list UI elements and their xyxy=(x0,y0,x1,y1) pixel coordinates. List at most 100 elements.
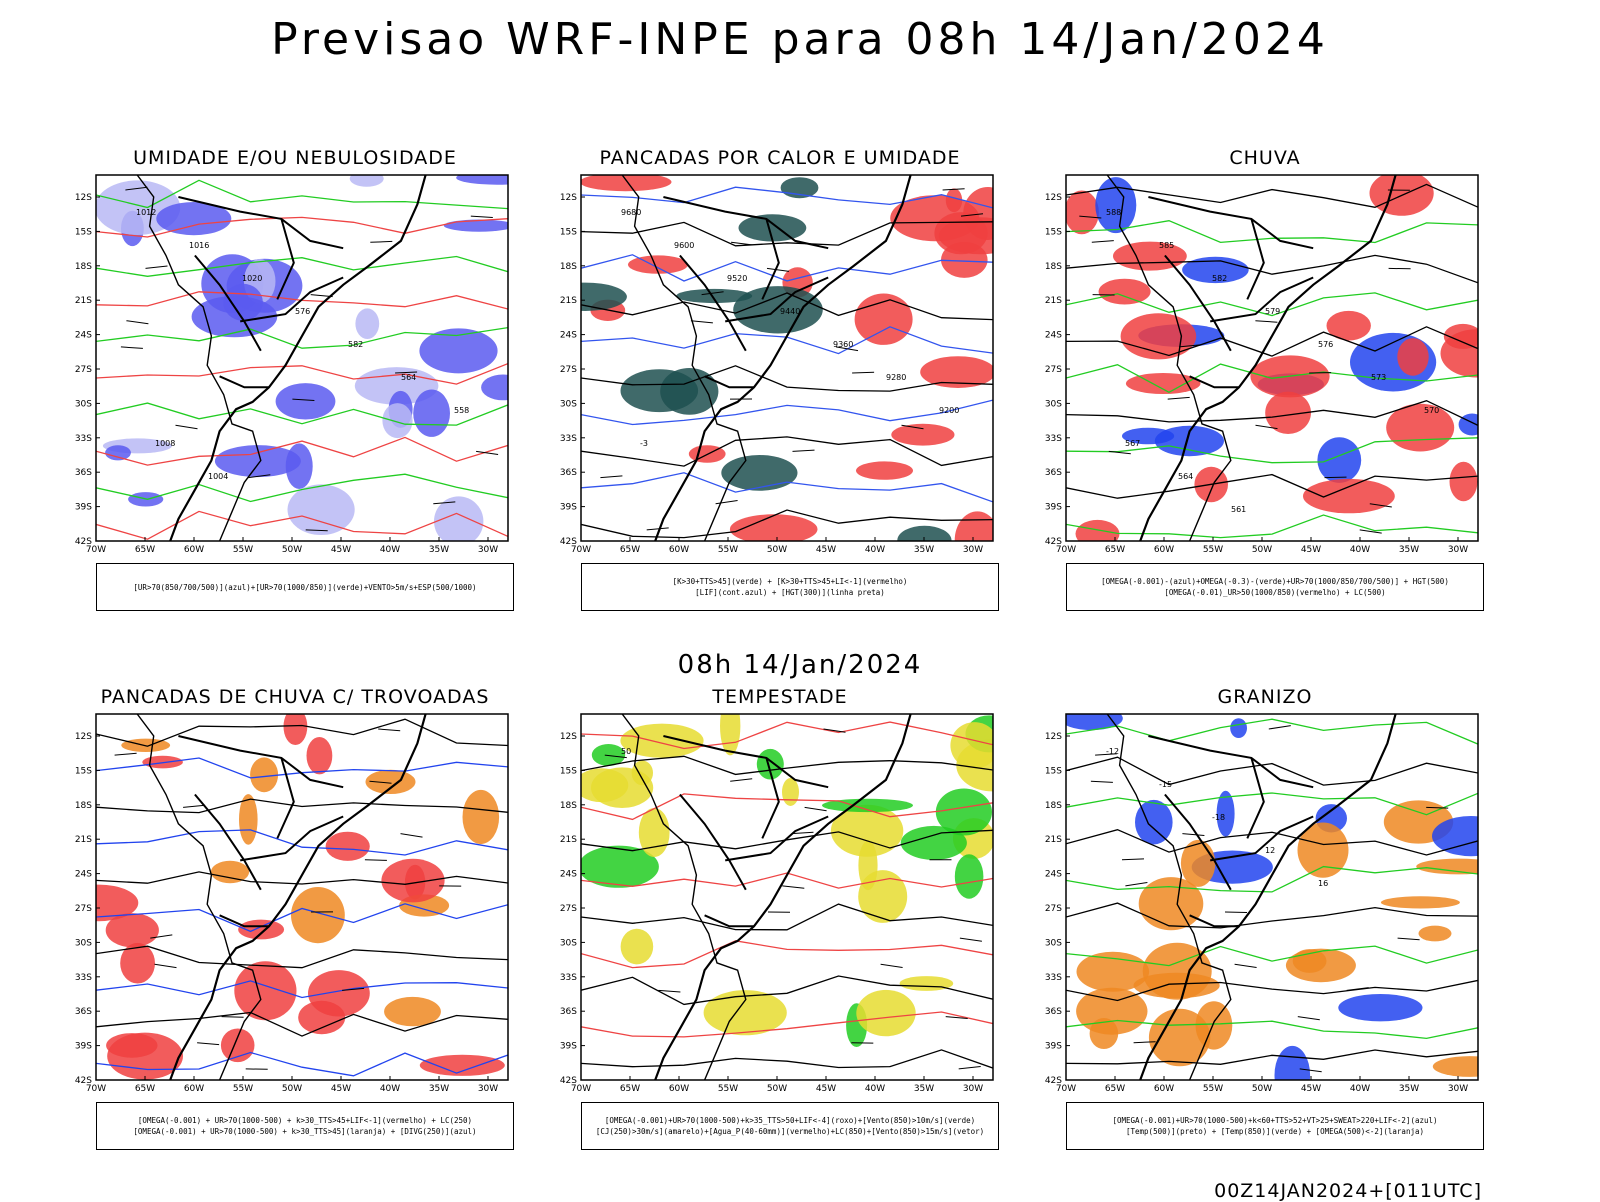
contour-line xyxy=(96,257,508,277)
lon-tick-label: 70W xyxy=(1056,1084,1076,1094)
contour-value-label: 16 xyxy=(1318,879,1328,888)
lon-tick-label: 45W xyxy=(1301,545,1321,555)
wind-vector xyxy=(1255,321,1277,323)
lon-tick-label: 40W xyxy=(380,1084,400,1094)
field-blob xyxy=(1134,973,1220,998)
field-blob xyxy=(950,722,998,769)
lon-tick-label: 50W xyxy=(1252,545,1272,555)
lon-tick-label: 35W xyxy=(429,1084,449,1094)
panel-title: UMIDADE E/OU NEBULOSIDADE xyxy=(70,147,520,169)
lon-tick-label: 30W xyxy=(1448,545,1468,555)
field-blob xyxy=(326,832,370,861)
lon-tick-label: 50W xyxy=(767,1084,787,1094)
lat-tick-label: 21S xyxy=(560,835,577,845)
field-blob xyxy=(1381,896,1460,908)
lat-tick-label: 12S xyxy=(1045,193,1062,203)
lon-tick-label: 45W xyxy=(816,1084,836,1094)
lon-tick-label: 70W xyxy=(86,1084,106,1094)
field-blob xyxy=(413,390,450,437)
contour-value-label: 567 xyxy=(1125,439,1140,448)
contour-value-label: 9600 xyxy=(674,241,694,250)
wind-vector xyxy=(793,450,815,451)
wind-vector xyxy=(647,528,669,530)
field-blob xyxy=(730,514,818,544)
legend-line: [OMEGA(-0.001)+UR>70(1000-500)+k>35_TTS>… xyxy=(605,1115,975,1126)
lat-tick-label: 15S xyxy=(1045,766,1062,776)
lon-tick-label: 55W xyxy=(718,1084,738,1094)
lat-tick-label: 24S xyxy=(560,870,577,880)
wind-vector xyxy=(222,1017,244,1018)
lat-tick-label: 27S xyxy=(1045,365,1062,375)
legend-line: [LIF](cont.azul) + [HGT(300)](linha pret… xyxy=(695,587,885,598)
lon-tick-label: 70W xyxy=(1056,545,1076,555)
legend-box: [K>30+TTS>45](verde) + [K>30+TTS>45+LI<-… xyxy=(581,563,999,611)
lat-tick-label: 24S xyxy=(1045,870,1062,880)
field-blob xyxy=(1338,994,1422,1021)
field-blob xyxy=(591,767,653,808)
contour-value-label: 585 xyxy=(1159,241,1174,250)
lat-tick-label: 27S xyxy=(1045,904,1062,914)
legend-box: [OMEGA(-0.001)+UR>70(1000-500)+k<60+TTS>… xyxy=(1066,1102,1484,1150)
lon-tick-label: 40W xyxy=(380,545,400,555)
lon-tick-label: 35W xyxy=(914,1084,934,1094)
field-blob xyxy=(1370,172,1434,216)
lat-tick-label: 30S xyxy=(75,399,92,409)
lat-tick-label: 36S xyxy=(75,1007,92,1017)
wind-vector xyxy=(1125,883,1147,886)
model-run-stamp: 00Z14JAN2024+[011UTC] xyxy=(1214,1180,1482,1202)
lon-tick-label: 65W xyxy=(135,1084,155,1094)
lon-tick-label: 55W xyxy=(1203,1084,1223,1094)
lon-tick-label: 45W xyxy=(331,1084,351,1094)
wind-vector xyxy=(1426,807,1448,808)
lon-tick-label: 55W xyxy=(1203,545,1223,555)
lon-tick-label: 55W xyxy=(233,1084,253,1094)
map-layer: 50 xyxy=(575,711,1006,1080)
lat-tick-label: 18S xyxy=(75,262,92,272)
field-blob xyxy=(463,790,500,844)
contour-value-label: 1008 xyxy=(155,439,175,448)
wind-vector xyxy=(1168,397,1190,399)
contour-value-label: -15 xyxy=(1159,780,1172,789)
lat-tick-label: 15S xyxy=(560,766,577,776)
contour-line xyxy=(1066,719,1478,744)
lat-tick-label: 24S xyxy=(560,331,577,341)
legend-line: [K>30+TTS>45](verde) + [K>30+TTS>45+LI<-… xyxy=(673,576,908,587)
lon-tick-label: 50W xyxy=(767,545,787,555)
wind-vector xyxy=(959,1067,981,1069)
lon-tick-label: 50W xyxy=(282,1084,302,1094)
field-blob xyxy=(355,308,379,339)
wind-vector xyxy=(365,860,387,861)
lat-tick-label: 33S xyxy=(75,434,92,444)
wind-vector xyxy=(1092,241,1114,243)
contour-line xyxy=(581,1012,993,1037)
contour-value-label: -12 xyxy=(1106,747,1119,756)
lat-tick-label: 12S xyxy=(75,193,92,203)
map-pancadas-calor: 9680960095209440936092809200-312S15S18S2… xyxy=(555,172,1005,562)
field-blob xyxy=(1303,479,1395,513)
state-border xyxy=(220,376,269,387)
lat-tick-label: 27S xyxy=(560,365,577,375)
contour-line xyxy=(96,830,508,855)
lon-tick-label: 40W xyxy=(865,1084,885,1094)
lat-tick-label: 30S xyxy=(560,399,577,409)
lon-tick-label: 60W xyxy=(184,1084,204,1094)
contour-value-label: 588 xyxy=(1106,208,1121,217)
lon-tick-label: 35W xyxy=(914,545,934,555)
field-blob xyxy=(720,711,740,755)
lat-tick-label: 39S xyxy=(1045,1042,1062,1052)
field-blob xyxy=(1149,1009,1210,1067)
wind-vector xyxy=(197,1043,219,1045)
lat-tick-label: 27S xyxy=(560,904,577,914)
contour-value-label: 1016 xyxy=(189,241,209,250)
field-blob xyxy=(1433,1056,1490,1077)
wind-vector xyxy=(1122,859,1144,860)
wind-vector xyxy=(1091,781,1113,782)
legend-line: [CJ(250)>30m/s](amarelo)+[Agua_P(40-60mm… xyxy=(596,1126,984,1137)
state-border xyxy=(277,758,294,839)
field-blob xyxy=(444,220,514,232)
lon-tick-label: 55W xyxy=(233,545,253,555)
